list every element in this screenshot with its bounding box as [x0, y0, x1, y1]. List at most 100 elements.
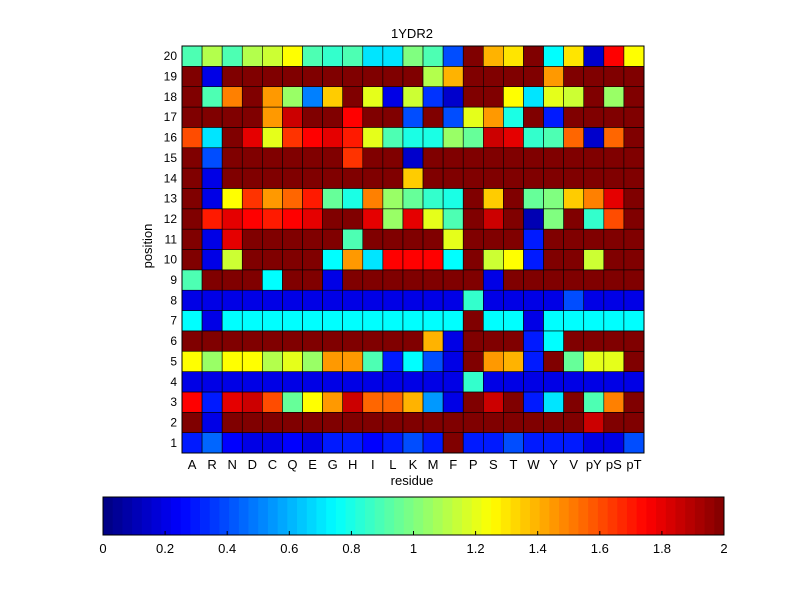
heatmap-cell [282, 432, 303, 454]
heatmap-cell [543, 45, 564, 67]
heatmap-cell [282, 208, 303, 230]
heatmap-cell [201, 167, 223, 189]
heatmap-cell [262, 147, 283, 169]
heatmap-cell [362, 147, 384, 169]
heatmap-cell [422, 228, 444, 250]
colorbar-segment [529, 497, 541, 535]
heatmap-cell [262, 330, 283, 352]
x-tick-label: F [449, 457, 457, 472]
heatmap-cell [322, 208, 343, 230]
heatmap-cell [402, 371, 424, 393]
colorbar-segment [306, 497, 317, 535]
heatmap-cell [583, 167, 605, 189]
colorbar-segment [180, 497, 191, 535]
heatmap-cell [402, 391, 424, 413]
y-tick-label: 6 [170, 334, 177, 348]
heatmap-cell [462, 228, 484, 250]
colorbar-segment [170, 497, 182, 535]
heatmap-cell [201, 350, 223, 372]
heatmap-cell [422, 350, 444, 372]
heatmap-cell [262, 432, 283, 454]
heatmap-cell [221, 66, 243, 87]
heatmap-cell [482, 432, 504, 454]
heatmap-cell [262, 208, 283, 230]
heatmap-cell [221, 106, 243, 128]
heatmap-cell [462, 147, 484, 169]
heatmap-cell [221, 228, 243, 250]
heatmap-cell [603, 289, 625, 311]
heatmap-cell [382, 228, 404, 250]
heatmap-cell [181, 208, 203, 230]
heatmap-cell [362, 350, 384, 372]
heatmap-cell [583, 350, 605, 372]
heatmap-cell [322, 167, 343, 189]
heatmap-cell [362, 45, 384, 67]
heatmap-cell [583, 66, 605, 87]
heatmap-cell [382, 269, 404, 291]
colorbar-segment [617, 497, 628, 535]
heatmap-cell [583, 147, 605, 169]
heatmap-cell [603, 249, 625, 271]
heatmap-cell [603, 45, 625, 67]
heatmap-cell [623, 269, 645, 291]
heatmap-cell [523, 167, 544, 189]
heatmap-cell [221, 310, 243, 332]
heatmap-cell [503, 330, 524, 352]
colorbar-segment [607, 497, 618, 535]
heatmap-cell [201, 66, 223, 87]
heatmap-cell [563, 310, 585, 332]
heatmap-cell [322, 350, 343, 372]
heatmap-cell [583, 86, 605, 108]
heatmap-cell [462, 432, 484, 454]
heatmap-cell [241, 310, 263, 332]
heatmap-cell [583, 411, 605, 433]
heatmap-cell [422, 188, 444, 210]
heatmap-cell [442, 147, 464, 169]
heatmap-cell [422, 147, 444, 169]
heatmap-cell [563, 330, 585, 352]
heatmap-cell [241, 289, 263, 311]
heatmap-cell [603, 127, 625, 149]
heatmap-cell [402, 330, 424, 352]
y-tick-label: 12 [164, 212, 178, 226]
heatmap-cell [503, 391, 524, 413]
heatmap-cell [623, 147, 645, 169]
heatmap-cell [462, 310, 484, 332]
heatmap-cell [523, 350, 544, 372]
heatmap-cell [241, 45, 263, 67]
y-tick-label: 7 [170, 314, 177, 328]
heatmap-cell [302, 228, 323, 250]
heatmap-cell [181, 391, 203, 413]
heatmap-cell [282, 411, 303, 433]
heatmap-cell [563, 167, 585, 189]
heatmap-cell [523, 188, 544, 210]
heatmap-cell [241, 66, 263, 87]
heatmap-cell [181, 188, 203, 210]
colorbar-segment [238, 497, 249, 535]
heatmap-cell [402, 249, 424, 271]
heatmap-cell [302, 269, 323, 291]
plot-frame [181, 45, 645, 454]
heatmap-cell [462, 208, 484, 230]
y-tick-label: 5 [170, 354, 177, 368]
colorbar-segment [112, 497, 123, 535]
heatmap-cell [181, 310, 203, 332]
heatmap-cell [603, 330, 625, 352]
y-tick-label: 19 [164, 70, 178, 84]
colorbar-segment [714, 497, 725, 535]
heatmap-cell [503, 350, 524, 372]
heatmap-cell [201, 106, 223, 128]
heatmap-cell [563, 411, 585, 433]
heatmap-cell [503, 228, 524, 250]
heatmap-cell [422, 249, 444, 271]
heatmap-cell [543, 147, 564, 169]
colorbar-segment [103, 497, 114, 535]
heatmap-cell [402, 167, 424, 189]
heatmap-cell [282, 147, 303, 169]
heatmap-cell [302, 86, 323, 108]
heatmap-cell [422, 310, 444, 332]
heatmap-cell [623, 167, 645, 189]
heatmap-cell [543, 289, 564, 311]
heatmap-cell [181, 228, 203, 250]
